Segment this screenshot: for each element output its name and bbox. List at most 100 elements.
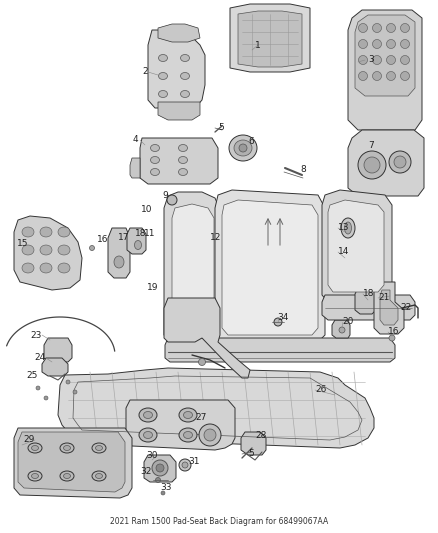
Ellipse shape <box>155 478 160 482</box>
Polygon shape <box>58 368 374 448</box>
Ellipse shape <box>22 227 34 237</box>
Polygon shape <box>348 10 422 130</box>
Polygon shape <box>165 338 395 362</box>
Polygon shape <box>374 282 404 334</box>
Text: 17: 17 <box>118 233 130 243</box>
Ellipse shape <box>60 471 74 481</box>
Ellipse shape <box>386 23 396 33</box>
Ellipse shape <box>400 23 410 33</box>
Ellipse shape <box>144 432 152 439</box>
Polygon shape <box>127 228 146 254</box>
Ellipse shape <box>358 23 367 33</box>
Text: 7: 7 <box>368 141 374 149</box>
Ellipse shape <box>204 429 216 441</box>
Text: 3: 3 <box>368 55 374 64</box>
Text: 18: 18 <box>135 229 146 238</box>
Polygon shape <box>42 358 68 376</box>
Ellipse shape <box>274 318 282 326</box>
Ellipse shape <box>179 428 197 442</box>
Text: 26: 26 <box>315 385 326 394</box>
Ellipse shape <box>28 471 42 481</box>
Ellipse shape <box>179 459 191 471</box>
Ellipse shape <box>372 71 381 80</box>
Ellipse shape <box>139 408 157 422</box>
Polygon shape <box>164 192 220 342</box>
Polygon shape <box>322 295 415 320</box>
Text: 31: 31 <box>188 457 199 466</box>
Ellipse shape <box>64 473 71 479</box>
Polygon shape <box>140 138 218 184</box>
Polygon shape <box>14 216 82 290</box>
Text: 16: 16 <box>97 236 109 245</box>
Text: 13: 13 <box>338 223 350 232</box>
Polygon shape <box>126 400 235 450</box>
Ellipse shape <box>58 263 70 273</box>
Ellipse shape <box>22 245 34 255</box>
Ellipse shape <box>394 156 406 168</box>
Text: 32: 32 <box>141 467 152 477</box>
Text: 12: 12 <box>210 233 221 243</box>
Ellipse shape <box>184 432 192 439</box>
Ellipse shape <box>358 71 367 80</box>
Ellipse shape <box>36 386 40 390</box>
Ellipse shape <box>400 71 410 80</box>
Ellipse shape <box>372 39 381 49</box>
Ellipse shape <box>161 491 165 495</box>
Ellipse shape <box>372 55 381 64</box>
Ellipse shape <box>40 245 52 255</box>
Ellipse shape <box>134 240 141 249</box>
Polygon shape <box>215 190 325 342</box>
Ellipse shape <box>89 246 95 251</box>
Polygon shape <box>328 200 384 292</box>
Polygon shape <box>172 204 214 332</box>
Text: 27: 27 <box>195 414 206 423</box>
Text: 4: 4 <box>132 135 138 144</box>
Text: 14: 14 <box>338 247 350 256</box>
Ellipse shape <box>159 91 167 98</box>
Ellipse shape <box>92 471 106 481</box>
Polygon shape <box>44 338 72 362</box>
Text: 30: 30 <box>146 450 158 459</box>
Ellipse shape <box>180 72 190 79</box>
Ellipse shape <box>66 380 70 384</box>
Polygon shape <box>158 24 200 42</box>
Text: 18: 18 <box>363 289 374 298</box>
Text: 25: 25 <box>27 370 38 379</box>
Text: 28: 28 <box>255 431 266 440</box>
Ellipse shape <box>345 222 352 234</box>
Text: 29: 29 <box>24 435 35 445</box>
Ellipse shape <box>341 218 355 238</box>
Ellipse shape <box>372 23 381 33</box>
Ellipse shape <box>64 446 71 450</box>
Text: 11: 11 <box>144 229 155 238</box>
Polygon shape <box>18 432 125 492</box>
Polygon shape <box>14 428 132 498</box>
Ellipse shape <box>156 464 164 472</box>
Text: 22: 22 <box>400 303 411 312</box>
Polygon shape <box>230 4 310 72</box>
Ellipse shape <box>358 55 367 64</box>
Polygon shape <box>355 288 376 314</box>
Text: 34: 34 <box>277 313 288 322</box>
Text: 19: 19 <box>146 284 158 293</box>
Ellipse shape <box>167 195 177 205</box>
Polygon shape <box>148 30 205 108</box>
Ellipse shape <box>159 54 167 61</box>
Ellipse shape <box>151 144 159 151</box>
Polygon shape <box>335 250 360 272</box>
Polygon shape <box>332 320 350 338</box>
Ellipse shape <box>152 460 168 476</box>
Polygon shape <box>348 130 424 196</box>
Ellipse shape <box>229 135 257 161</box>
Polygon shape <box>158 102 200 120</box>
Ellipse shape <box>339 327 345 333</box>
Ellipse shape <box>199 424 221 446</box>
Ellipse shape <box>58 227 70 237</box>
Ellipse shape <box>358 151 386 179</box>
Ellipse shape <box>180 54 190 61</box>
Ellipse shape <box>180 91 190 98</box>
Ellipse shape <box>144 411 152 418</box>
Text: 8: 8 <box>300 166 306 174</box>
Polygon shape <box>322 190 392 302</box>
Polygon shape <box>222 200 318 335</box>
